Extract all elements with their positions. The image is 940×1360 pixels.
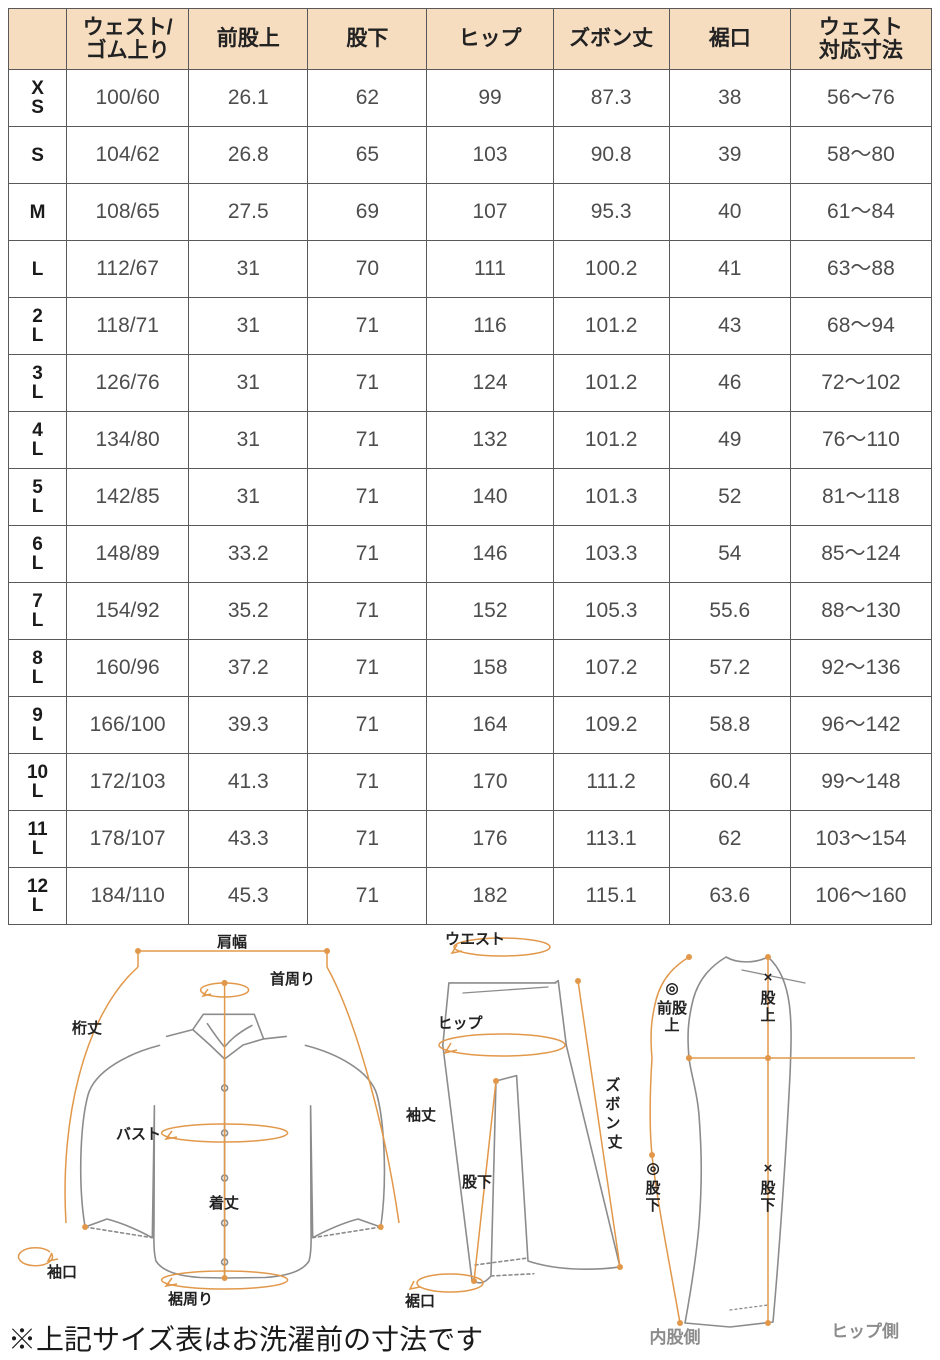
svg-text:×: × bbox=[764, 969, 773, 986]
svg-text:前股: 前股 bbox=[657, 999, 688, 1017]
svg-text:袖口: 袖口 bbox=[46, 1263, 77, 1281]
svg-text:股: 股 bbox=[760, 1180, 776, 1197]
svg-text:×: × bbox=[764, 1160, 773, 1177]
svg-text:裾口: 裾口 bbox=[404, 1293, 435, 1310]
svg-text:桁丈: 桁丈 bbox=[72, 1019, 102, 1037]
svg-text:袖丈: 袖丈 bbox=[405, 1106, 436, 1124]
svg-text:ズ ボ ン: ズ ボ ン 丈 bbox=[605, 1076, 624, 1151]
svg-text:上: 上 bbox=[664, 1017, 679, 1034]
svg-text:ヒップ: ヒップ bbox=[437, 1015, 483, 1032]
svg-text:裾周り: 裾周り bbox=[167, 1291, 213, 1308]
svg-text:首周り: 首周り bbox=[270, 970, 315, 988]
svg-text:上: 上 bbox=[760, 1007, 775, 1024]
svg-text:股: 股 bbox=[645, 1180, 661, 1197]
svg-text:下: 下 bbox=[645, 1197, 660, 1214]
svg-text:下: 下 bbox=[760, 1197, 775, 1214]
svg-text:バスト: バスト bbox=[116, 1126, 161, 1143]
svg-text:◎: ◎ bbox=[646, 1160, 659, 1177]
svg-text:肩幅: 肩幅 bbox=[217, 933, 247, 951]
svg-text:股: 股 bbox=[760, 990, 776, 1007]
svg-text:股下: 股下 bbox=[462, 1174, 492, 1191]
svg-text:ウエスト: ウエスト bbox=[445, 931, 505, 948]
svg-text:◎: ◎ bbox=[665, 980, 678, 997]
svg-text:着丈: 着丈 bbox=[208, 1194, 239, 1212]
